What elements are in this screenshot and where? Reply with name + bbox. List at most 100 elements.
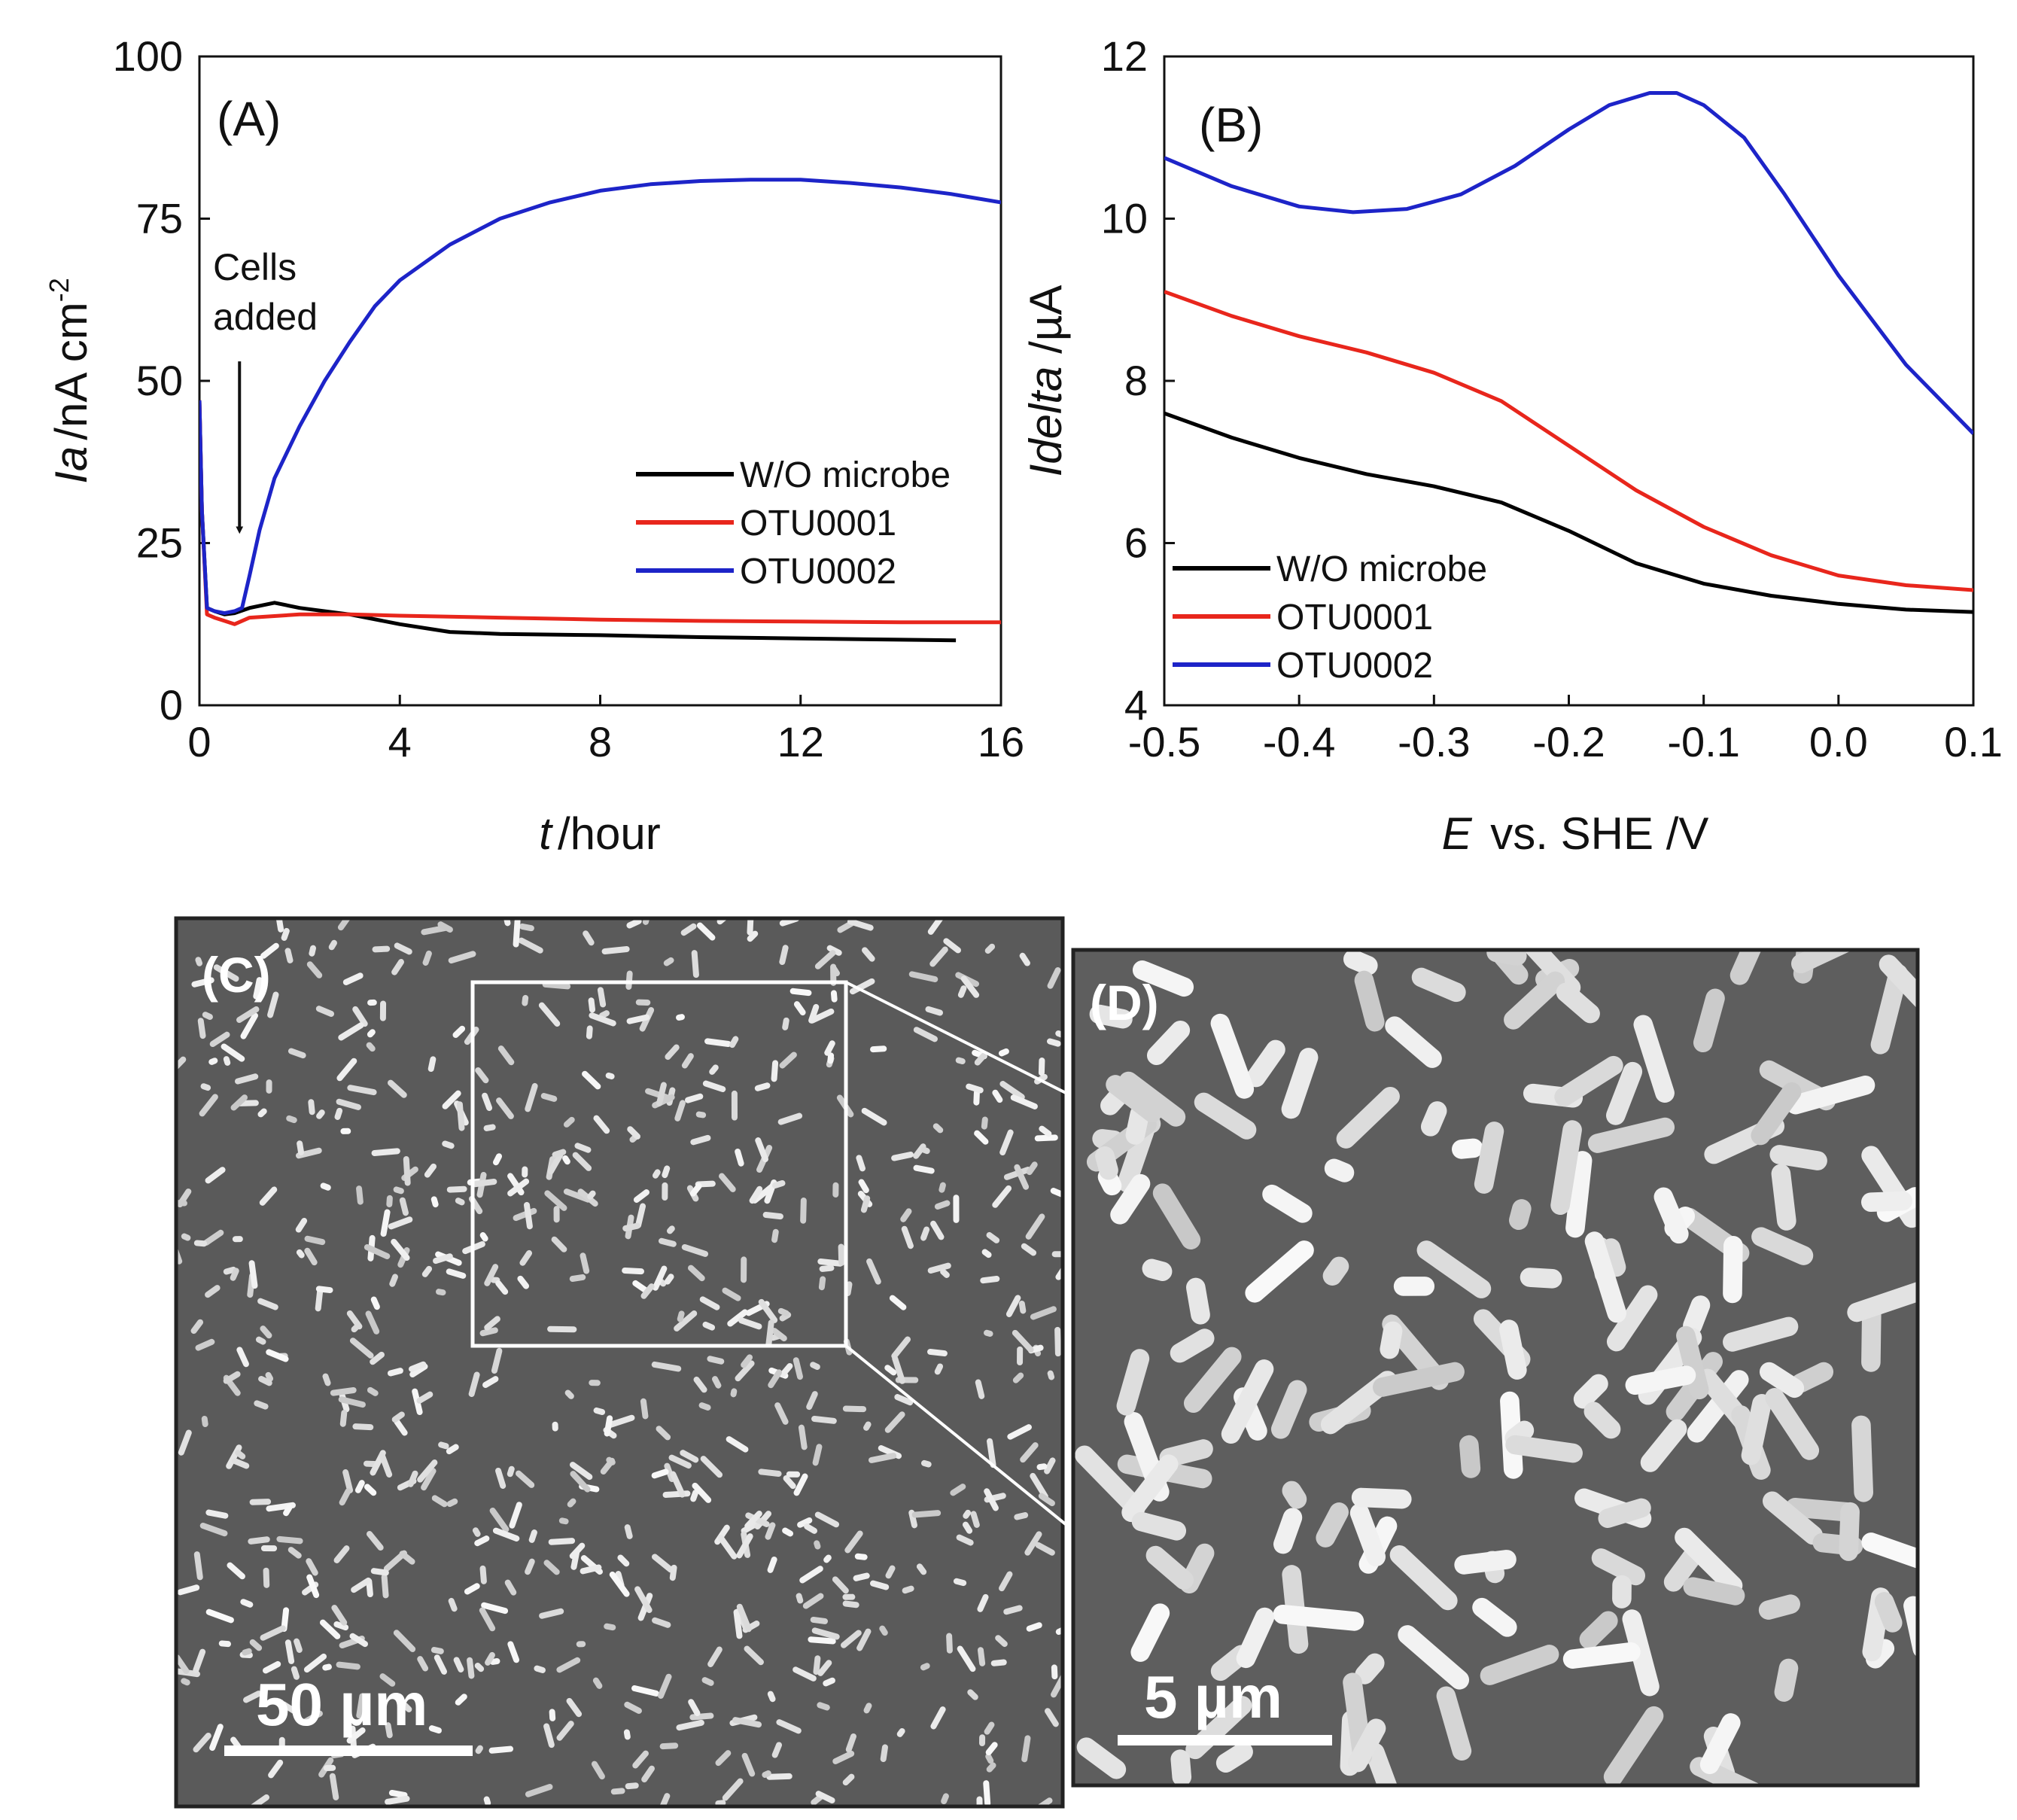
bacterium-cell xyxy=(640,1283,655,1299)
bacterium-cell xyxy=(563,1116,575,1128)
bacterium-cell xyxy=(677,1310,685,1322)
bacterium-cell xyxy=(779,945,789,966)
bacterium-cell xyxy=(908,1509,917,1529)
bacterium-cell xyxy=(680,1450,699,1463)
panel-a-label: (A) xyxy=(217,92,281,146)
bacterium-cell xyxy=(830,990,838,1003)
micrograph-d-bacteria xyxy=(1075,950,1918,1785)
bacterium-cell xyxy=(896,1728,905,1737)
bacterium-cell xyxy=(771,1742,783,1758)
bacterium-cell xyxy=(320,1182,331,1191)
bacterium-cell xyxy=(625,1782,639,1790)
bacterium-cell xyxy=(402,1703,412,1712)
bacterium-cell xyxy=(528,1529,537,1543)
bacterium-cell xyxy=(333,1545,350,1563)
bacterium-cell xyxy=(195,1338,215,1351)
bacterium-cell xyxy=(433,1253,453,1265)
bacterium-cell xyxy=(334,1107,343,1120)
y-tick-label: 50 xyxy=(136,357,183,404)
bacterium-cell xyxy=(842,1600,859,1608)
bacterium-cell xyxy=(297,1140,305,1155)
bacterium-cell xyxy=(609,1571,630,1597)
bacterium-cell xyxy=(860,1195,871,1213)
bacterium-cell xyxy=(832,1576,849,1594)
bacterium-cell xyxy=(1246,1039,1285,1088)
bacterium-cell xyxy=(983,1780,991,1806)
bacterium-cell xyxy=(786,1471,801,1478)
bacterium-cell xyxy=(482,1376,499,1388)
bacterium-cell xyxy=(243,1691,262,1703)
bacterium-cell xyxy=(430,1646,444,1654)
panel-d-label: (D) xyxy=(1090,975,1159,1030)
bacterium-cell xyxy=(827,1052,835,1064)
bacterium-cell xyxy=(755,1137,768,1163)
bacterium-cell xyxy=(1170,1749,1192,1785)
bacterium-cell xyxy=(977,1593,989,1612)
bacterium-cell xyxy=(1273,1604,1364,1631)
bacterium-cell xyxy=(523,1201,533,1230)
bacterium-cell xyxy=(1121,1454,1179,1523)
bacterium-cell xyxy=(640,1398,649,1420)
bacterium-cell xyxy=(617,1554,630,1567)
bacterium-cell xyxy=(1751,1227,1814,1265)
bacterium-cell xyxy=(698,1402,711,1411)
bacterium-cell xyxy=(987,1438,996,1468)
bacterium-cell xyxy=(1051,1251,1063,1258)
bacterium-cell xyxy=(366,1042,376,1052)
x-tick-label: 4 xyxy=(388,718,412,765)
bacterium-cell xyxy=(765,1319,774,1347)
bacterium-cell xyxy=(471,1178,497,1188)
bacterium-cell xyxy=(221,1043,245,1062)
bacterium-cell xyxy=(1005,1295,1021,1317)
bacterium-cell xyxy=(543,1723,555,1748)
bacterium-cell xyxy=(1018,1300,1027,1314)
bacterium-cell xyxy=(563,1188,592,1203)
bacterium-cell xyxy=(1116,1349,1150,1416)
bacterium-cell xyxy=(1047,1370,1055,1380)
bacterium-cell xyxy=(1365,1742,1399,1785)
bacterium-cell xyxy=(1454,1550,1517,1575)
bacterium-cell xyxy=(1012,1372,1024,1383)
bacterium-cell xyxy=(662,1182,668,1201)
bacterium-cell xyxy=(1550,1120,1582,1216)
bacterium-cell xyxy=(286,1115,297,1124)
bacterium-cell xyxy=(731,1090,738,1121)
bacterium-cell xyxy=(930,1220,945,1240)
bacterium-cell xyxy=(1145,1545,1194,1590)
bacterium-cell xyxy=(1416,1240,1492,1298)
bacterium-cell xyxy=(1019,952,1030,966)
bacterium-cell xyxy=(428,1725,443,1734)
y-tick-label: 6 xyxy=(1124,519,1148,567)
bacterium-cell xyxy=(564,1389,574,1399)
bacterium-cell xyxy=(1110,1173,1151,1225)
bacterium-cell xyxy=(741,1752,756,1777)
bacterium-cell xyxy=(956,1534,974,1546)
bacterium-cell xyxy=(1185,1277,1210,1325)
bacterium-cell xyxy=(255,1336,266,1345)
bacterium-cell xyxy=(1612,1575,1632,1608)
bacterium-cell xyxy=(201,1415,208,1428)
bacterium-cell xyxy=(832,1750,855,1764)
bacterium-cell xyxy=(567,1498,577,1508)
bacterium-cell xyxy=(1509,1199,1532,1231)
bacterium-cell xyxy=(1741,1394,1772,1465)
bacterium-cell xyxy=(495,1280,509,1295)
bacterium-cell xyxy=(1605,1061,1643,1125)
bacterium-cell xyxy=(813,1655,821,1675)
bacterium-cell xyxy=(1683,1295,1711,1336)
bacterium-cell xyxy=(1038,1493,1055,1507)
bacterium-cell xyxy=(1026,1161,1038,1176)
bacterium-cell xyxy=(754,1082,771,1091)
bacterium-cell xyxy=(633,1189,650,1203)
bacterium-cell xyxy=(519,923,534,932)
bacterium-cell xyxy=(680,923,697,936)
bacterium-cell xyxy=(379,1673,396,1687)
bacterium-cell xyxy=(950,1484,966,1496)
bacterium-cell xyxy=(193,1551,203,1581)
bacterium-cell xyxy=(394,1418,408,1436)
bacterium-cell xyxy=(294,1638,303,1653)
bacterium-cell xyxy=(768,1369,783,1389)
bacterium-cell xyxy=(522,1166,528,1178)
bacterium-cell xyxy=(223,1371,241,1384)
bacterium-cell xyxy=(209,1031,230,1048)
